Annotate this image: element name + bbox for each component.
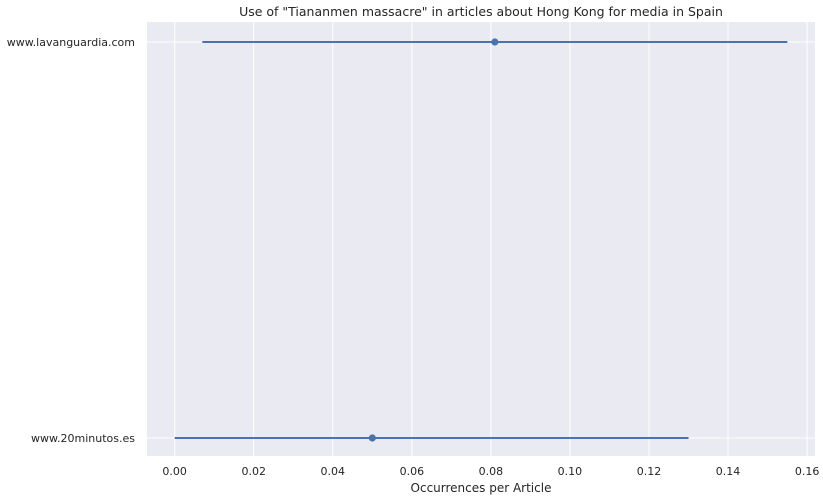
x-tick-label: 0.14	[716, 465, 741, 478]
y-category-label: www.20minutos.es	[31, 432, 135, 445]
data-point	[491, 38, 499, 46]
chart-title: Use of "Tiananmen massacre" in articles …	[239, 4, 723, 19]
x-tick-label: 0.00	[162, 465, 187, 478]
y-category-label: www.lavanguardia.com	[7, 36, 135, 49]
x-tick-label: 0.06	[400, 465, 425, 478]
x-axis-ticks: 0.00 0.02 0.04 0.06 0.08 0.10 0.12 0.14 0.16	[162, 465, 819, 478]
x-tick-label: 0.12	[637, 465, 662, 478]
data-series	[174, 38, 788, 442]
x-tick-label: 0.16	[795, 465, 820, 478]
x-tick-label: 0.10	[558, 465, 583, 478]
x-axis-label: Occurrences per Article	[411, 481, 552, 495]
x-tick-label: 0.04	[321, 465, 346, 478]
plot-area	[147, 22, 815, 456]
x-tick-label: 0.08	[479, 465, 504, 478]
y-axis-categories: www.lavanguardia.com www.20minutos.es	[7, 36, 136, 445]
x-tick-label: 0.02	[241, 465, 266, 478]
data-point	[368, 434, 376, 442]
